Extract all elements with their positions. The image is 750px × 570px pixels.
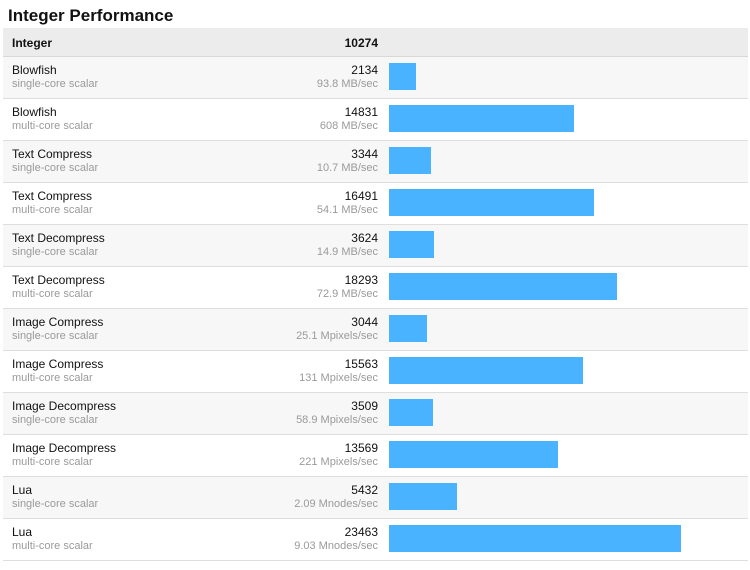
row-subtitle: single-core scalar [12, 162, 99, 174]
score-bar [389, 441, 558, 468]
row-subtitle: single-core scalar [12, 330, 99, 342]
row-rate: 9.03 Mnodes/sec [294, 540, 378, 552]
score-bar [389, 105, 574, 132]
header-score: 10274 [344, 36, 378, 50]
table-row: Text Decompress single-core scalar 3624 14.… [3, 225, 748, 267]
row-score: 15563 [344, 357, 378, 371]
row-score: 13569 [344, 441, 378, 455]
row-rate: 14.9 MB/sec [316, 246, 378, 258]
table-row: Blowfish single-core scalar 2134 93.8 MB/se… [3, 57, 748, 99]
table-row: Lua multi-core scalar 23463 9.03 Mnodes/sec [3, 519, 748, 561]
score-bar [389, 315, 427, 342]
row-score: 2134 [351, 63, 378, 77]
row-rate: 131 Mpixels/sec [299, 372, 378, 384]
score-bar [389, 399, 433, 426]
row-subtitle: multi-core scalar [12, 372, 93, 384]
table-row: Blowfish multi-core scalar 14831 608 MB/sec [3, 99, 748, 141]
row-score: 3344 [351, 147, 378, 161]
row-subtitle: single-core scalar [12, 498, 99, 510]
table-row: Image Compress single-core scalar 3044 25.1… [3, 309, 748, 351]
row-rate: 2.09 Mnodes/sec [294, 498, 378, 510]
table-rows: Blowfish single-core scalar 2134 93.8 MB/se… [3, 57, 748, 561]
row-subtitle: multi-core scalar [12, 204, 93, 216]
row-name: Text Compress [12, 147, 93, 161]
row-score: 16491 [344, 189, 378, 203]
table-row: Text Compress multi-core scalar 16491 54.1 … [3, 183, 748, 225]
score-bar [389, 273, 617, 300]
row-name: Lua [12, 483, 33, 497]
benchmark-table: Integer 10274 Blowfish single-core scalar… [3, 28, 748, 561]
table-row: Text Decompress multi-core scalar 18293 72.… [3, 267, 748, 309]
row-name: Text Decompress [12, 273, 105, 287]
row-score: 14831 [344, 105, 378, 119]
row-rate: 58.9 Mpixels/sec [296, 414, 378, 426]
score-bar [389, 63, 416, 90]
row-rate: 221 Mpixels/sec [299, 456, 378, 468]
row-score: 18293 [344, 273, 378, 287]
row-rate: 25.1 Mpixels/sec [296, 330, 378, 342]
row-name: Text Decompress [12, 231, 105, 245]
score-bar [389, 483, 457, 510]
row-score: 3509 [351, 399, 378, 413]
table-header: Integer 10274 [3, 28, 748, 57]
table-row: Lua single-core scalar 5432 2.09 Mnodes/sec [3, 477, 748, 519]
table-row: Text Compress single-core scalar 3344 10.7 … [3, 141, 748, 183]
table-row: Image Decompress single-core scalar 3509 58… [3, 393, 748, 435]
row-rate: 93.8 MB/sec [316, 78, 378, 90]
row-subtitle: multi-core scalar [12, 540, 93, 552]
row-rate: 72.9 MB/sec [316, 288, 378, 300]
row-name: Blowfish [12, 63, 57, 77]
row-score: 3044 [351, 315, 378, 329]
row-score: 23463 [344, 525, 378, 539]
row-name: Blowfish [12, 105, 57, 119]
row-subtitle: multi-core scalar [12, 288, 93, 300]
row-rate: 608 MB/sec [319, 120, 378, 132]
row-name: Image Compress [12, 315, 104, 329]
row-subtitle: single-core scalar [12, 414, 99, 426]
table-row: Image Decompress multi-core scalar 13569 22… [3, 435, 748, 477]
score-bar [389, 147, 431, 174]
row-score: 3624 [351, 231, 378, 245]
chart-title: Integer Performance [8, 6, 174, 25]
row-name: Text Compress [12, 189, 93, 203]
score-bar [389, 189, 594, 216]
header-name: Integer [12, 36, 53, 50]
row-score: 5432 [351, 483, 378, 497]
score-bar [389, 231, 434, 258]
row-name: Lua [12, 525, 33, 539]
row-subtitle: single-core scalar [12, 246, 99, 258]
row-subtitle: multi-core scalar [12, 120, 93, 132]
row-name: Image Compress [12, 357, 104, 371]
row-rate: 54.1 MB/sec [316, 204, 378, 216]
row-name: Image Decompress [12, 399, 117, 413]
score-bar [389, 525, 681, 552]
row-subtitle: single-core scalar [12, 78, 99, 90]
score-bar [389, 357, 583, 384]
row-rate: 10.7 MB/sec [316, 162, 378, 174]
row-subtitle: multi-core scalar [12, 456, 93, 468]
table-row: Image Compress multi-core scalar 15563 131 … [3, 351, 748, 393]
row-name: Image Decompress [12, 441, 117, 455]
